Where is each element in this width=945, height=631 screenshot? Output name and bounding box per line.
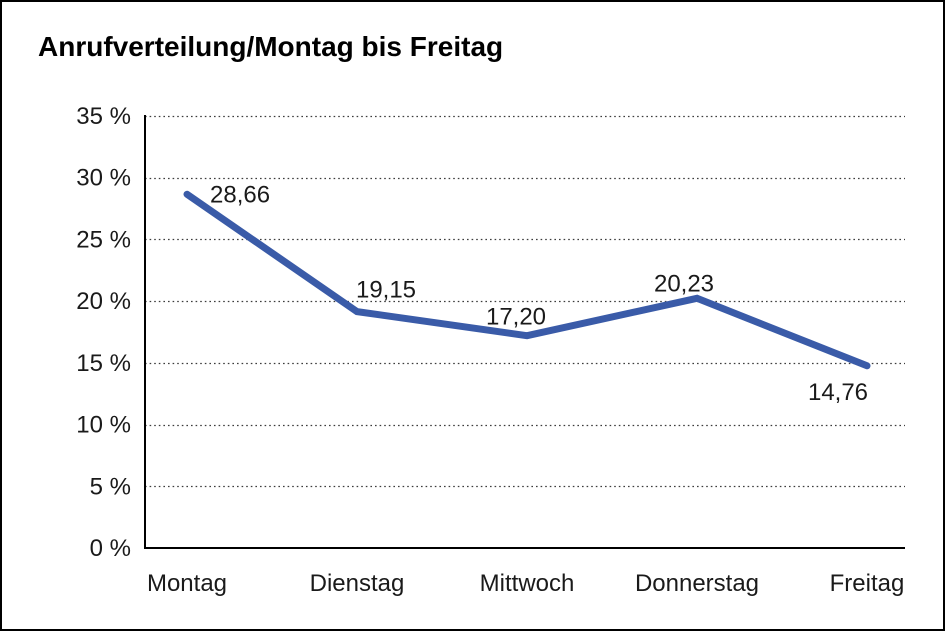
y-tick-label: 30 % bbox=[76, 165, 131, 192]
data-point-label: 19,15 bbox=[356, 277, 416, 304]
y-tick-label: 25 % bbox=[76, 226, 131, 253]
data-point-label: 14,76 bbox=[808, 379, 868, 406]
y-tick-label: 5 % bbox=[90, 473, 131, 500]
chart-title: Anrufverteilung/Montag bis Freitag bbox=[38, 31, 504, 62]
y-tick-label: 35 % bbox=[76, 103, 131, 130]
x-category-label: Freitag bbox=[830, 570, 905, 597]
data-point-label: 17,20 bbox=[486, 304, 546, 331]
y-tick-label: 10 % bbox=[76, 412, 131, 439]
x-category-label: Montag bbox=[147, 570, 227, 597]
y-tick-label: 20 % bbox=[76, 288, 131, 315]
y-tick-label: 0 % bbox=[90, 535, 131, 562]
x-category-label: Donnerstag bbox=[635, 570, 759, 597]
x-category-label: Mittwoch bbox=[480, 570, 575, 597]
y-tick-label: 15 % bbox=[76, 350, 131, 377]
data-point-label: 28,66 bbox=[210, 181, 270, 208]
data-point-label: 20,23 bbox=[654, 270, 714, 297]
data-line bbox=[183, 190, 871, 370]
x-category-label: Dienstag bbox=[310, 570, 405, 597]
